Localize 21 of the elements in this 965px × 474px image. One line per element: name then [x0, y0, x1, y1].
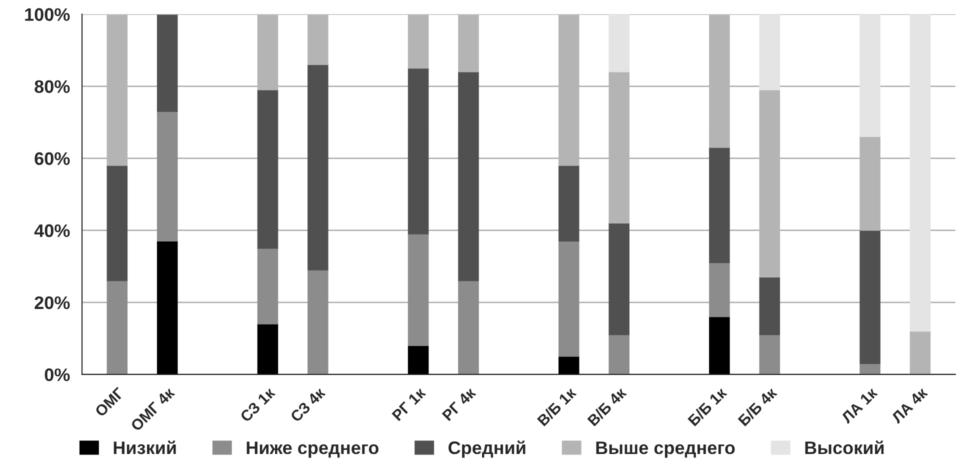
- x-tick-label: СЗ 1к: [240, 386, 276, 423]
- legend-label: Выше среднего: [596, 442, 735, 458]
- x-tick-label: Б/Б 4к: [737, 386, 778, 427]
- y-tick-label: 20%: [34, 296, 70, 310]
- x-tick-label: ЛА 4к: [890, 386, 928, 424]
- legend-label: Средний: [448, 440, 526, 458]
- y-tick-label: 0%: [44, 368, 70, 382]
- x-tick-label: СЗ 4к: [290, 386, 326, 423]
- x-tick-label: Б/Б 1к: [687, 386, 728, 427]
- y-tick-label: 100%: [25, 8, 70, 21]
- legend-label: Низкий: [114, 440, 176, 454]
- y-tick-label: 60%: [34, 152, 70, 166]
- x-tick-label: РГ 1к: [392, 386, 426, 422]
- y-tick-label: 80%: [34, 80, 70, 93]
- x-tick-label: ЛА 1к: [840, 386, 878, 424]
- x-tick-label: В/Б 1к: [536, 386, 577, 427]
- x-tick-label: В/Б 4к: [586, 386, 628, 427]
- legend-label: Ниже среднего: [246, 442, 378, 458]
- x-tick-label: РГ 4к: [442, 386, 476, 422]
- legend-label: Высокий: [805, 440, 884, 454]
- y-tick-label: 40%: [34, 224, 70, 238]
